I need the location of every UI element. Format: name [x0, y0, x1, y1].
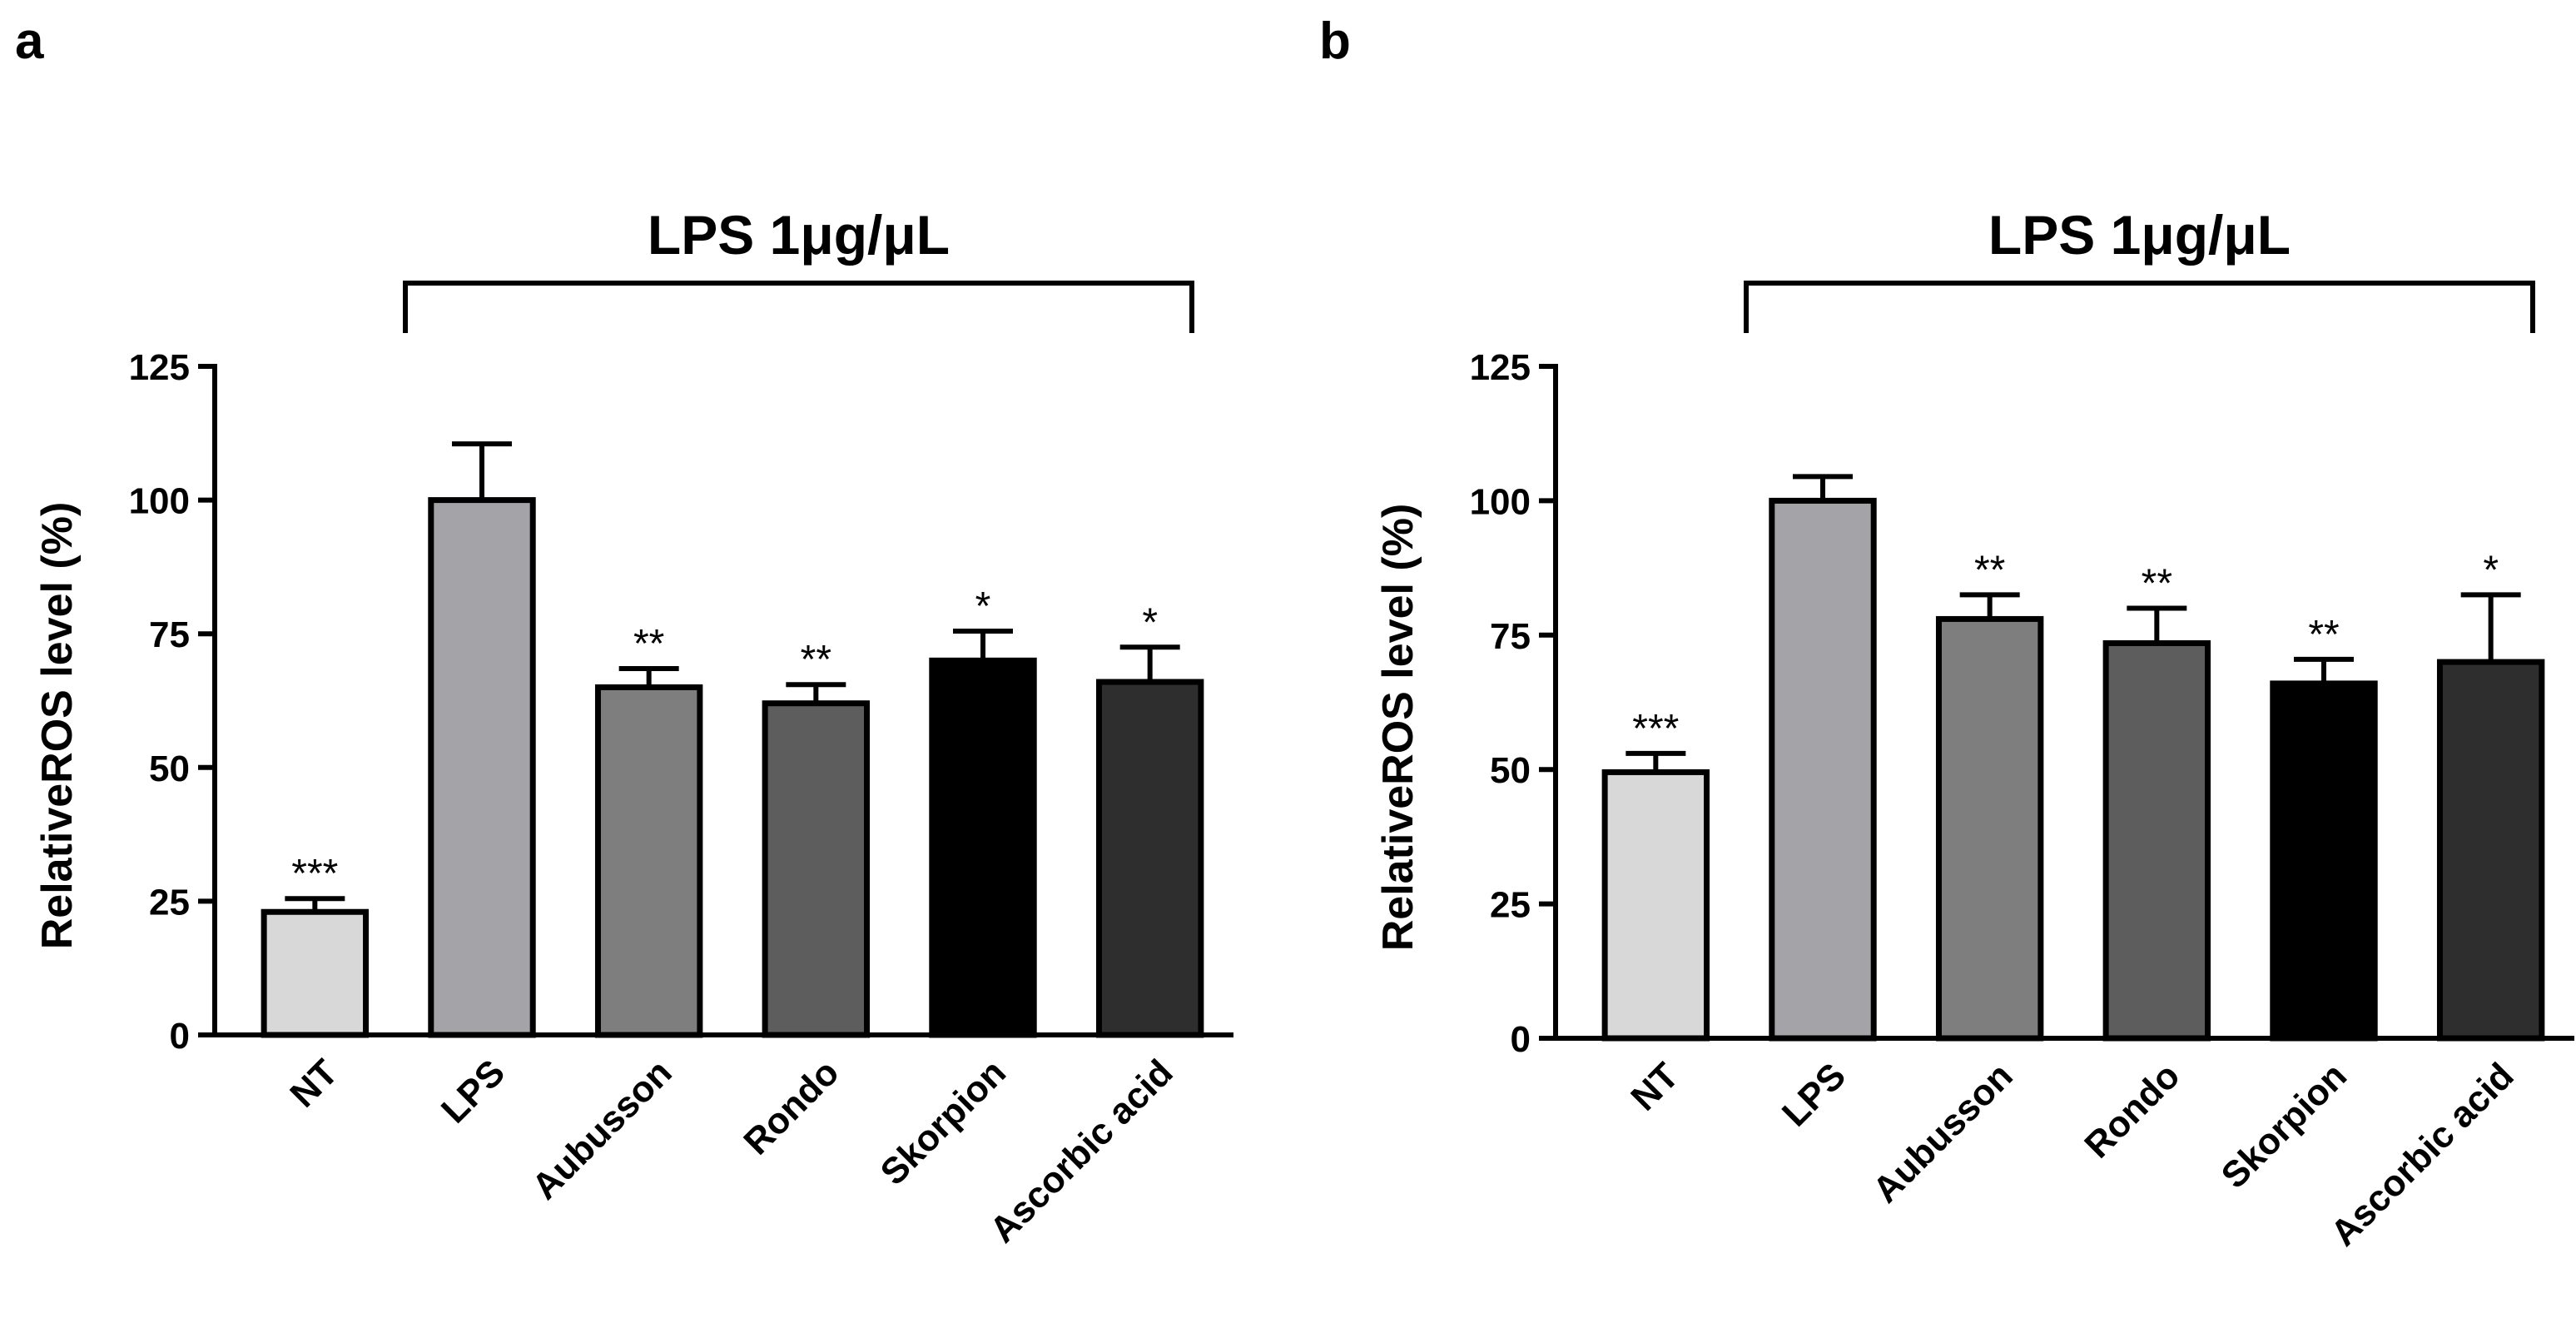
- bar-aubusson: [594, 684, 703, 1038]
- x-tick-label: Aubusson: [1865, 1055, 2021, 1211]
- panel-letter: b: [1319, 12, 1351, 70]
- bar-skorpion: [929, 657, 1037, 1038]
- y-axis-label: RelativeROS level (%): [1374, 504, 1422, 952]
- panel-b: b LPS 1μg/μL 0 25 50 75 100 125 RelativeROS leve…: [1319, 12, 2574, 1254]
- y-axis-label: RelativeROS level (%): [33, 502, 82, 950]
- bar-lps: [428, 497, 536, 1038]
- bar-lps: [1769, 497, 1877, 1042]
- significance-label: *: [1142, 600, 1158, 644]
- y-tick-label: 125: [129, 347, 190, 388]
- significance-label: **: [1974, 548, 2005, 592]
- x-tick-label: Aubusson: [524, 1052, 680, 1207]
- x-tick-label: LPS: [1774, 1055, 1854, 1134]
- x-tick-label: Skorpion: [2214, 1055, 2355, 1196]
- y-tick-label: 125: [1470, 347, 1531, 388]
- bar-rondo: [2102, 639, 2211, 1042]
- bar-ascorbic-acid: [1095, 679, 1204, 1038]
- x-tick-label: Skorpion: [873, 1052, 1014, 1192]
- bar-nt: [261, 908, 370, 1038]
- lps-bracket: [1744, 281, 2535, 333]
- bar-rondo: [762, 700, 871, 1038]
- bracket-label: LPS 1μg/μL: [648, 204, 950, 266]
- lps-bracket: [403, 281, 1194, 333]
- bar-ascorbic-acid: [2436, 659, 2545, 1042]
- y-tick-label: 50: [149, 749, 190, 789]
- panel-letter: a: [15, 12, 44, 70]
- x-tick-label: NT: [282, 1052, 345, 1115]
- significance-label: **: [2308, 613, 2339, 657]
- y-tick-label: 0: [170, 1016, 190, 1057]
- x-tick-label: LPS: [434, 1052, 513, 1131]
- x-tick-label: Rondo: [736, 1052, 846, 1162]
- y-tick-label: 100: [1470, 481, 1531, 522]
- bar-skorpion: [2270, 680, 2378, 1042]
- significance-label: *: [2483, 548, 2499, 592]
- y-tick-label: 0: [1511, 1019, 1531, 1060]
- significance-label: **: [2142, 562, 2172, 606]
- significance-label: **: [801, 638, 831, 682]
- y-tick-label: 50: [1490, 750, 1531, 791]
- y-tick-label: 25: [1490, 885, 1531, 926]
- x-tick-label: NT: [1623, 1055, 1686, 1118]
- y-tick-label: 75: [1490, 616, 1531, 657]
- bracket-label: LPS 1μg/μL: [1988, 204, 2291, 266]
- significance-label: ***: [291, 852, 338, 896]
- x-tick-label: Rondo: [2077, 1055, 2187, 1166]
- y-tick-label: 100: [129, 481, 190, 522]
- bar-nt: [1601, 768, 1710, 1042]
- significance-label: *: [975, 584, 991, 629]
- bar-aubusson: [1935, 615, 2044, 1042]
- panel-a: a LPS 1μg/μL 0 25 50 75 100 125 RelativeROS leve…: [15, 12, 1233, 1251]
- y-tick-label: 75: [149, 614, 190, 655]
- y-tick-label: 25: [149, 882, 190, 923]
- significance-label: ***: [1632, 707, 1679, 751]
- significance-label: **: [633, 622, 664, 666]
